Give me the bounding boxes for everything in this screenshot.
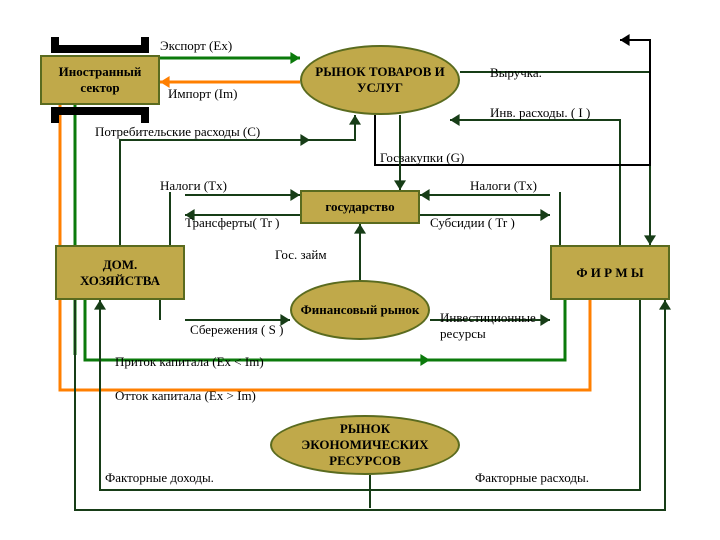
label-invres1: Инвестиционные bbox=[440, 310, 536, 326]
label-fincome: Факторные доходы. bbox=[105, 470, 214, 486]
node-firms-label: Ф И Р М Ы bbox=[576, 265, 643, 281]
label-import: Импорт (Im) bbox=[168, 86, 237, 102]
node-firms: Ф И Р М Ы bbox=[550, 245, 670, 300]
label-taxR: Налоги (Tx) bbox=[470, 178, 537, 194]
node-res-label: РЫНОК ЭКОНОМИЧЕСКИХ РЕСУРСОВ bbox=[278, 421, 452, 469]
label-gzak: Госзакупки (G) bbox=[380, 150, 464, 166]
label-vyruchka: Выручка. bbox=[490, 65, 542, 81]
label-gloan: Гос. займ bbox=[275, 247, 327, 263]
label-invres2: ресурсы bbox=[440, 326, 486, 342]
node-house: ДОМ. ХОЗЯЙСТВА bbox=[55, 245, 185, 300]
label-outflow: Отток капитала (Ex > Im) bbox=[115, 388, 256, 404]
label-fexp: Факторные расходы. bbox=[475, 470, 589, 486]
node-gov: государство bbox=[300, 190, 420, 224]
label-subR: Субсидии ( Tr ) bbox=[430, 215, 515, 231]
label-cons: Потребительские расходы (C) bbox=[95, 124, 260, 140]
node-house-label: ДОМ. ХОЗЯЙСТВА bbox=[63, 257, 177, 289]
label-taxL: Налоги (Tx) bbox=[160, 178, 227, 194]
node-foreign-label: Иностранный сектор bbox=[48, 64, 152, 96]
node-goods-label: РЫНОК ТОВАРОВ И УСЛУГ bbox=[308, 64, 452, 96]
node-foreign: Иностранный сектор bbox=[40, 55, 160, 105]
label-sav: Сбережения ( S ) bbox=[190, 322, 283, 338]
label-invr: Инв. расходы. ( I ) bbox=[490, 105, 590, 121]
node-fin-label: Финансовый рынок bbox=[301, 302, 420, 318]
node-goods: РЫНОК ТОВАРОВ И УСЛУГ bbox=[300, 45, 460, 115]
label-trL: Трансферты( Tr ) bbox=[185, 215, 280, 231]
label-inflow: Приток капитала (Ex < Im) bbox=[115, 354, 264, 370]
node-gov-label: государство bbox=[325, 199, 394, 215]
label-export: Экспорт (Ex) bbox=[160, 38, 232, 54]
node-fin: Финансовый рынок bbox=[290, 280, 430, 340]
node-res: РЫНОК ЭКОНОМИЧЕСКИХ РЕСУРСОВ bbox=[270, 415, 460, 475]
